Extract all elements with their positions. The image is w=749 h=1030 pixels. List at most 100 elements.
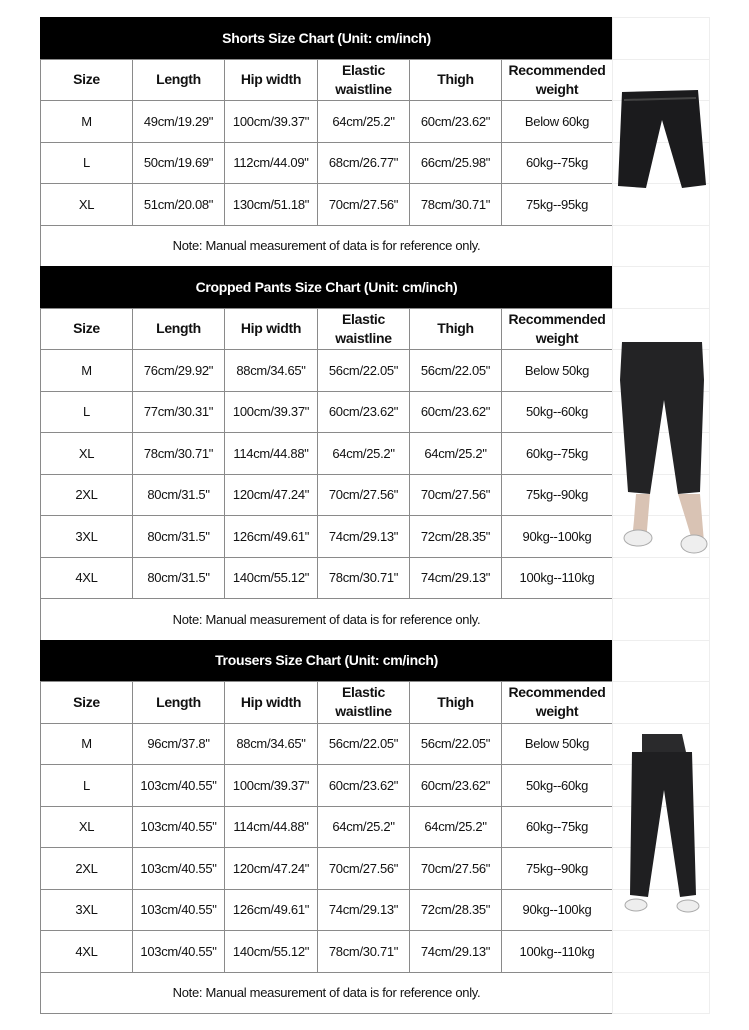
table-cell: 90kg--100kg (501, 515, 613, 558)
table-cell: 100kg--110kg (501, 930, 613, 973)
table-cell: 60kg--75kg (501, 432, 613, 475)
table-cell: 75kg--90kg (501, 847, 613, 890)
table-cell: 100kg--110kg (501, 556, 613, 599)
column-header: Recommended weight (501, 307, 613, 350)
table-cell: 103cm/40.55" (132, 930, 225, 973)
table-cell: Below 50kg (501, 722, 613, 765)
table-cell: 70cm/27.56" (317, 183, 410, 226)
table-cell: 76cm/29.92" (132, 349, 225, 392)
table-cell: 74cm/29.13" (317, 515, 410, 558)
column-header: Length (132, 307, 225, 350)
table-cell: 70cm/27.56" (409, 847, 502, 890)
table-cell: 60cm/23.62" (409, 764, 502, 807)
table-cell: 78cm/30.71" (132, 432, 225, 475)
table-cell: 74cm/29.13" (409, 556, 502, 599)
table-cell: 80cm/31.5" (132, 515, 225, 558)
table-cell: 140cm/55.12" (224, 556, 318, 599)
table-cell: 3XL (40, 888, 133, 931)
table-cell: 49cm/19.29" (132, 100, 225, 143)
table-cell: 78cm/30.71" (317, 930, 410, 973)
trousers-image (624, 734, 700, 913)
table-cell: 74cm/29.13" (317, 888, 410, 931)
table-cell: 60kg--75kg (501, 141, 613, 184)
note: Note: Manual measurement of data is for … (40, 971, 613, 1014)
column-header: Size (40, 307, 133, 350)
column-header: Size (40, 58, 133, 101)
column-header: Elastic waistline (317, 681, 410, 724)
table-cell: 64cm/25.2" (409, 432, 502, 475)
column-header: Elastic waistline (317, 58, 410, 101)
table-cell: 114cm/44.88" (224, 432, 318, 475)
table-cell: M (40, 722, 133, 765)
cropped-pants-image (620, 342, 708, 554)
table-cell: XL (40, 805, 133, 848)
table-cell: 4XL (40, 930, 133, 973)
table-cell: 64cm/25.2" (317, 432, 410, 475)
table-cell: 2XL (40, 473, 133, 516)
section-title: Cropped Pants Size Chart (Unit: cm/inch) (40, 266, 613, 309)
table-cell: 50kg--60kg (501, 764, 613, 807)
table-cell: 68cm/26.77" (317, 141, 410, 184)
table-cell: 112cm/44.09" (224, 141, 318, 184)
table-cell: 4XL (40, 556, 133, 599)
table-cell: 100cm/39.37" (224, 390, 318, 433)
table-cell: 72cm/28.35" (409, 515, 502, 558)
column-header: Thigh (409, 58, 502, 101)
table-cell: 130cm/51.18" (224, 183, 318, 226)
table-cell: 70cm/27.56" (317, 473, 410, 516)
note: Note: Manual measurement of data is for … (40, 598, 613, 641)
table-cell: 60cm/23.62" (409, 390, 502, 433)
column-header: Recommended weight (501, 681, 613, 724)
column-header: Hip width (224, 681, 318, 724)
table-cell: 88cm/34.65" (224, 722, 318, 765)
table-cell: 88cm/34.65" (224, 349, 318, 392)
table-cell: 103cm/40.55" (132, 805, 225, 848)
column-header: Size (40, 681, 133, 724)
table-cell: 78cm/30.71" (317, 556, 410, 599)
table-cell: 64cm/25.2" (317, 805, 410, 848)
table-cell: 100cm/39.37" (224, 100, 318, 143)
table-cell: 75kg--90kg (501, 473, 613, 516)
table-cell: 103cm/40.55" (132, 888, 225, 931)
table-cell: M (40, 349, 133, 392)
section-title: Shorts Size Chart (Unit: cm/inch) (40, 17, 613, 60)
table-cell: 60kg--75kg (501, 805, 613, 848)
table-cell: 126cm/49.61" (224, 888, 318, 931)
table-cell: L (40, 764, 133, 807)
table-cell: 77cm/30.31" (132, 390, 225, 433)
shorts-image (618, 90, 706, 188)
table-cell: 90kg--100kg (501, 888, 613, 931)
table-cell: 74cm/29.13" (409, 930, 502, 973)
table-cell: Below 50kg (501, 349, 613, 392)
table-cell: M (40, 100, 133, 143)
column-header: Length (132, 681, 225, 724)
table-cell: 60cm/23.62" (317, 390, 410, 433)
table-cell: XL (40, 432, 133, 475)
table-cell: 70cm/27.56" (409, 473, 502, 516)
table-cell: 80cm/31.5" (132, 556, 225, 599)
table-cell: L (40, 390, 133, 433)
table-cell: 51cm/20.08" (132, 183, 225, 226)
column-header: Elastic waistline (317, 307, 410, 350)
table-cell: 56cm/22.05" (409, 722, 502, 765)
table-cell: 2XL (40, 847, 133, 890)
table-cell: 140cm/55.12" (224, 930, 318, 973)
column-header: Thigh (409, 307, 502, 350)
section-title: Trousers Size Chart (Unit: cm/inch) (40, 639, 613, 682)
table-cell: 126cm/49.61" (224, 515, 318, 558)
table-cell: 78cm/30.71" (409, 183, 502, 226)
table-cell: 114cm/44.88" (224, 805, 318, 848)
column-header: Recommended weight (501, 58, 613, 101)
table-cell: 75kg--95kg (501, 183, 613, 226)
table-cell: 103cm/40.55" (132, 764, 225, 807)
column-header: Hip width (224, 58, 318, 101)
column-header: Hip width (224, 307, 318, 350)
table-cell: Below 60kg (501, 100, 613, 143)
table-cell: 120cm/47.24" (224, 847, 318, 890)
table-cell: 50cm/19.69" (132, 141, 225, 184)
column-header: Length (132, 58, 225, 101)
table-cell: 56cm/22.05" (317, 349, 410, 392)
table-cell: 70cm/27.56" (317, 847, 410, 890)
column-header: Thigh (409, 681, 502, 724)
table-cell: 56cm/22.05" (409, 349, 502, 392)
